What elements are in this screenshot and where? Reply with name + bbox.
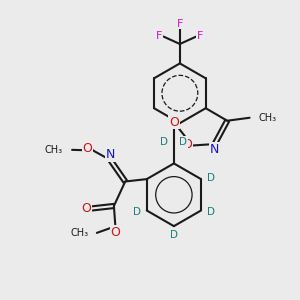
Text: F: F xyxy=(177,19,183,29)
Text: CH₃: CH₃ xyxy=(70,228,88,238)
Text: N: N xyxy=(106,148,115,161)
Text: O: O xyxy=(81,202,91,215)
Text: D: D xyxy=(160,137,168,147)
Text: D: D xyxy=(179,137,188,147)
Text: O: O xyxy=(182,138,192,151)
Text: O: O xyxy=(83,142,92,154)
Text: N: N xyxy=(210,143,219,156)
Text: F: F xyxy=(156,31,163,41)
Text: CH₃: CH₃ xyxy=(45,145,63,155)
Text: D: D xyxy=(207,172,214,183)
Text: CH₃: CH₃ xyxy=(259,113,277,123)
Text: O: O xyxy=(169,116,179,129)
Text: F: F xyxy=(197,31,203,41)
Text: D: D xyxy=(207,207,214,217)
Text: D: D xyxy=(170,230,178,240)
Text: O: O xyxy=(110,226,120,239)
Text: D: D xyxy=(133,207,141,217)
